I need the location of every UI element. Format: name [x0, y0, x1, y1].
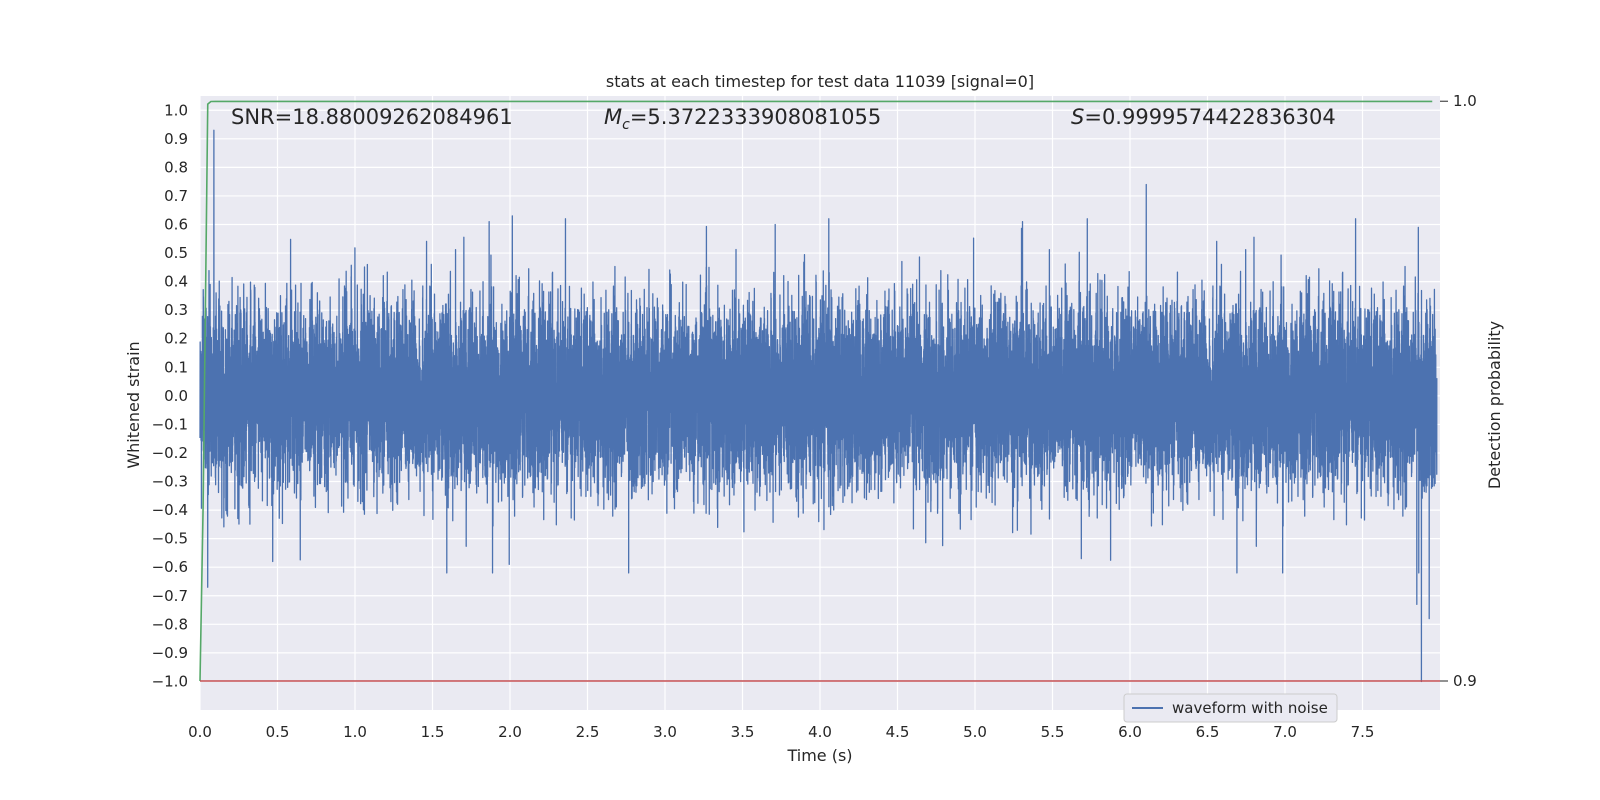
y-tick-label: 0.0 [164, 387, 188, 405]
s-annotation: S=0.9999574422836304 [1071, 105, 1336, 129]
chirp-mass-value: =5.3722333908081055 [630, 105, 881, 129]
s-value: =0.9999574422836304 [1084, 105, 1335, 129]
y2-tick-label: 0.9 [1453, 672, 1477, 690]
y2-axis-label: Detection probability [1485, 321, 1504, 489]
y-tick-label: −0.2 [152, 444, 188, 462]
x-tick-label: 7.5 [1351, 723, 1375, 741]
y-tick-label: −0.7 [152, 587, 188, 605]
y-tick-label: 0.3 [164, 301, 188, 319]
y-tick-label: −0.4 [152, 501, 188, 519]
y-tick-label: −0.3 [152, 473, 188, 491]
x-tick-label: 5.5 [1041, 723, 1065, 741]
y-axis-label: Whitened strain [124, 341, 143, 468]
chirp-mass-symbol: M [604, 105, 622, 129]
x-tick-label: 2.0 [498, 723, 522, 741]
x-tick-label: 4.5 [886, 723, 910, 741]
y-tick-label: 0.8 [164, 158, 188, 176]
x-tick-label: 5.0 [963, 723, 987, 741]
y-tick-label: −1.0 [152, 672, 188, 690]
x-tick-label: 3.5 [731, 723, 755, 741]
series-waveform-with-noise [199, 129, 1438, 683]
y-tick-label: −0.8 [152, 615, 188, 633]
legend-entry-waveform: waveform with noise [1172, 699, 1328, 717]
y-tick-label: −0.6 [152, 558, 188, 576]
x-tick-label: 2.5 [576, 723, 600, 741]
series-detection-probability [199, 100, 1433, 682]
y-tick-labels: 1.0 0.9 0.8 0.7 0.6 0.5 0.4 0.3 0.2 0.1 0.0 −0.1 −0.… [152, 101, 188, 690]
y-tick-label: 1.0 [164, 101, 188, 119]
snr-annotation: SNR=18.88009262084961 [231, 105, 513, 129]
y-tick-label: −0.5 [152, 530, 188, 548]
y-tick-label: −0.9 [152, 644, 188, 662]
series-layer [199, 100, 1440, 683]
legend: waveform with noise [1123, 693, 1338, 723]
x-tick-labels: 0.0 0.5 1.0 1.5 2.0 2.5 3.0 3.5 4.0 4.5 5.0 5.5 6.0 6… [188, 723, 1374, 741]
x-tick-label: 0.5 [266, 723, 290, 741]
y-tick-label: 0.1 [164, 358, 188, 376]
x-tick-label: 1.0 [343, 723, 367, 741]
x-tick-label: 7.0 [1273, 723, 1297, 741]
x-tick-label: 6.0 [1118, 723, 1142, 741]
x-tick-label: 3.0 [653, 723, 677, 741]
x-axis-label: Time (s) [786, 746, 852, 765]
y2-tick-label: 1.0 [1453, 92, 1477, 110]
chirp-mass-subscript: c [622, 117, 630, 133]
x-tick-label: 6.5 [1196, 723, 1220, 741]
y-tick-label: 0.5 [164, 244, 188, 262]
y-tick-label: 0.9 [164, 130, 188, 148]
y2-tick-labels: 1.0 0.9 [1440, 92, 1477, 690]
x-tick-label: 4.0 [808, 723, 832, 741]
chart-title: stats at each timestep for test data 110… [606, 72, 1034, 91]
x-tick-label: 1.5 [421, 723, 445, 741]
s-symbol: S [1071, 105, 1084, 129]
y-tick-label: 0.4 [164, 273, 188, 291]
x-tick-label: 0.0 [188, 723, 212, 741]
legend-box [1123, 693, 1338, 723]
y-tick-label: 0.7 [164, 187, 188, 205]
y-tick-label: 0.6 [164, 216, 188, 234]
y-tick-label: −0.1 [152, 415, 188, 433]
chirp-mass-annotation: Mc=5.3722333908081055 [604, 105, 881, 133]
y-tick-label: 0.2 [164, 330, 188, 348]
